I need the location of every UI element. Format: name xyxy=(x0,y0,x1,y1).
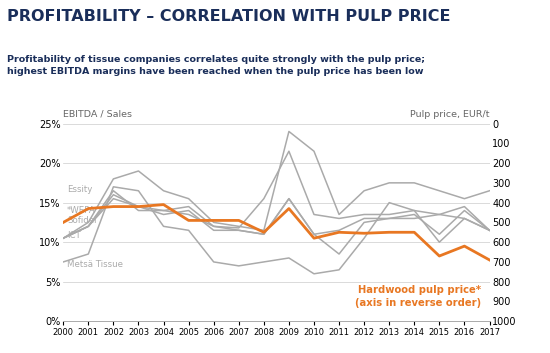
Text: EBITDA / Sales: EBITDA / Sales xyxy=(63,110,132,119)
Text: *WEPA: *WEPA xyxy=(67,206,96,215)
Text: ICT: ICT xyxy=(67,231,81,240)
Text: Pulp price, EUR/t: Pulp price, EUR/t xyxy=(410,110,490,119)
Text: Sofidel: Sofidel xyxy=(67,216,96,225)
Text: PROFITABILITY – CORRELATION WITH PULP PRICE: PROFITABILITY – CORRELATION WITH PULP PR… xyxy=(7,9,450,24)
Text: Hardwood pulp price*
(axis in reverse order): Hardwood pulp price* (axis in reverse or… xyxy=(355,285,481,308)
Text: Essity: Essity xyxy=(67,185,92,194)
Text: Profitability of tissue companies correlates quite strongly with the pulp price;: Profitability of tissue companies correl… xyxy=(7,55,425,76)
Text: Metsä Tissue: Metsä Tissue xyxy=(67,260,123,269)
